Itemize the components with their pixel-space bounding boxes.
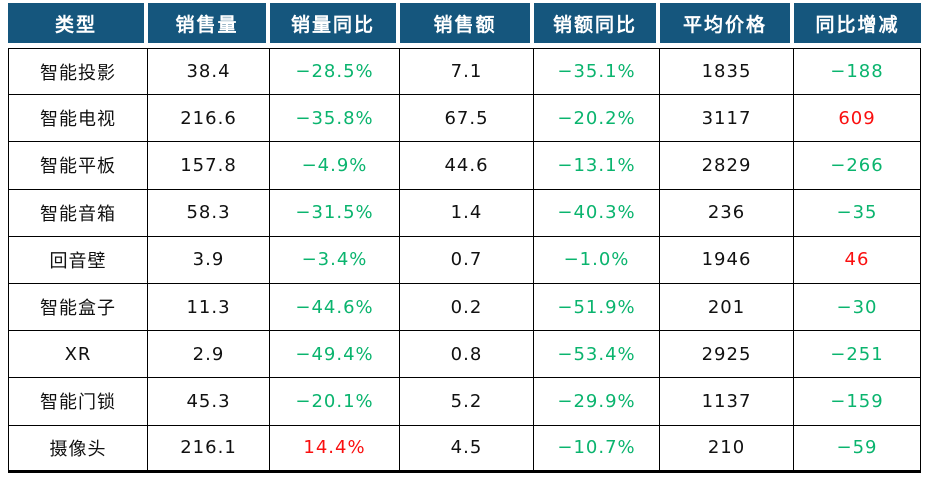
column-header: 平均价格 [660, 3, 794, 43]
row-label-cell: 摄像头 [8, 425, 148, 473]
table-cell: 157.8 [148, 142, 270, 190]
table-cell: 609 [794, 95, 921, 143]
table-cell: −44.6% [270, 283, 400, 332]
table-cell: 236 [660, 189, 794, 237]
table-cell: −35 [794, 189, 921, 237]
table-cell: −29.9% [534, 378, 660, 426]
column-header: 同比增减 [794, 3, 921, 43]
row-label-cell: 智能平板 [8, 142, 148, 190]
table-cell: −20.1% [270, 378, 400, 426]
table-cell: −251 [794, 331, 921, 379]
table-cell: −31.5% [270, 189, 400, 237]
sales-table: 类型 销售量 销量同比 销售额 销额同比 平均价格 同比增减 智能投影 38.4 −28.5% 7… [8, 3, 921, 473]
table-cell: 7.1 [400, 48, 534, 96]
row-label-cell: 智能盒子 [8, 283, 148, 332]
table-cell: 2925 [660, 331, 794, 379]
table-cell: −1.0% [534, 236, 660, 284]
column-header: 销售量 [148, 3, 270, 43]
row-label-cell: 智能音箱 [8, 189, 148, 237]
row-label-cell: 回音壁 [8, 236, 148, 284]
table-cell: −4.9% [270, 142, 400, 190]
table-cell: 3117 [660, 95, 794, 143]
table-cell: 5.2 [400, 378, 534, 426]
table-cell: −28.5% [270, 48, 400, 96]
table-cell: −53.4% [534, 331, 660, 379]
table-cell: −3.4% [270, 236, 400, 284]
table-cell: 11.3 [148, 283, 270, 332]
table-cell: 216.1 [148, 425, 270, 473]
column-header: 类型 [8, 3, 148, 43]
table-cell: −30 [794, 283, 921, 332]
table-cell: 0.8 [400, 331, 534, 379]
table-cell: 2829 [660, 142, 794, 190]
table-cell: 67.5 [400, 95, 534, 143]
table-cell: 38.4 [148, 48, 270, 96]
table-cell: 1835 [660, 48, 794, 96]
table-cell: −188 [794, 48, 921, 96]
table-cell: −35.8% [270, 95, 400, 143]
table-cell: 4.5 [400, 425, 534, 473]
table-body: 智能投影 38.4 −28.5% 7.1 −35.1% 1835 −188 智能电视 216.6… [8, 48, 921, 473]
table-cell: −51.9% [534, 283, 660, 332]
row-label-cell: XR [8, 331, 148, 379]
table-cell: 44.6 [400, 142, 534, 190]
table-cell: −13.1% [534, 142, 660, 190]
column-header: 销售额 [400, 3, 534, 43]
column-header: 销量同比 [270, 3, 400, 43]
table-cell: 1946 [660, 236, 794, 284]
table-cell: 46 [794, 236, 921, 284]
table-cell: 201 [660, 283, 794, 332]
table-cell: 58.3 [148, 189, 270, 237]
table-cell: 1.4 [400, 189, 534, 237]
table-cell: 2.9 [148, 331, 270, 379]
table-header-row: 类型 销售量 销量同比 销售额 销额同比 平均价格 同比增减 [8, 3, 921, 43]
table-cell: 0.7 [400, 236, 534, 284]
column-header: 销额同比 [534, 3, 660, 43]
row-label-cell: 智能电视 [8, 95, 148, 143]
row-label-cell: 智能投影 [8, 48, 148, 96]
table-cell: −20.2% [534, 95, 660, 143]
table-cell: −49.4% [270, 331, 400, 379]
table-cell: −266 [794, 142, 921, 190]
table-cell: −159 [794, 378, 921, 426]
table-cell: 45.3 [148, 378, 270, 426]
table-cell: −59 [794, 425, 921, 473]
table-cell: 216.6 [148, 95, 270, 143]
table-cell: 3.9 [148, 236, 270, 284]
table-cell: −10.7% [534, 425, 660, 473]
table-cell: −35.1% [534, 48, 660, 96]
table-cell: 1137 [660, 378, 794, 426]
row-label-cell: 智能门锁 [8, 378, 148, 426]
table-cell: 210 [660, 425, 794, 473]
table-cell: 14.4% [270, 425, 400, 473]
table-cell: 0.2 [400, 283, 534, 332]
table-cell: −40.3% [534, 189, 660, 237]
